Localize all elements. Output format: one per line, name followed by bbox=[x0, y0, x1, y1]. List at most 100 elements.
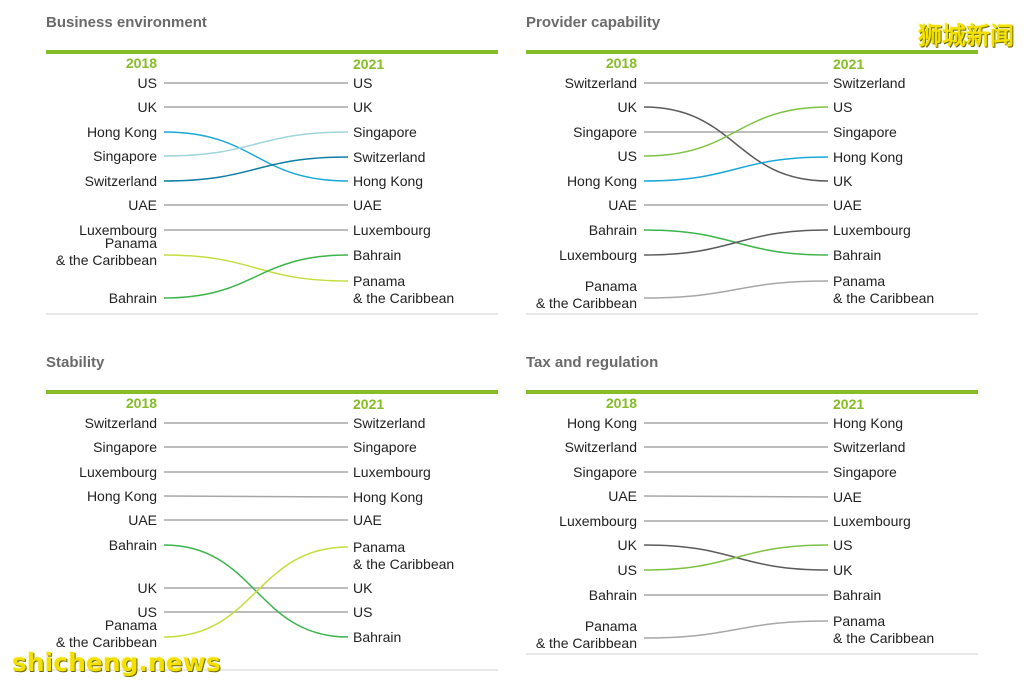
right-rank-label: Panama & the Caribbean bbox=[833, 273, 934, 306]
left-rank-label: UAE bbox=[128, 197, 157, 213]
right-rank-label: Panama & the Caribbean bbox=[833, 613, 934, 646]
slope-line bbox=[643, 280, 829, 299]
slope-line bbox=[163, 254, 349, 282]
left-rank-label: US bbox=[618, 148, 637, 164]
year-right-label: 2021 bbox=[353, 56, 384, 72]
right-rank-label: Hong Kong bbox=[833, 415, 903, 431]
year-left-label: 2018 bbox=[606, 395, 637, 411]
left-rank-label: Hong Kong bbox=[567, 415, 637, 431]
right-rank-label: US bbox=[353, 75, 372, 91]
left-rank-label: US bbox=[138, 75, 157, 91]
left-rank-label: Panama & the Caribbean bbox=[56, 235, 157, 268]
left-rank-label: Luxembourg bbox=[559, 513, 637, 529]
left-rank-label: Switzerland bbox=[565, 439, 637, 455]
slope-chart-business-environment: 2018 2021 US UK Hong Kong Singapore Switzerlan… bbox=[46, 50, 498, 315]
left-rank-label: Bahrain bbox=[109, 290, 157, 306]
slope-line bbox=[643, 495, 829, 498]
left-rank-label: UK bbox=[618, 99, 638, 115]
slope-line bbox=[643, 106, 829, 157]
right-rank-label: Luxembourg bbox=[833, 513, 911, 529]
right-rank-label: Bahrain bbox=[833, 587, 881, 603]
right-rank-label: Bahrain bbox=[353, 247, 401, 263]
left-rank-label: UAE bbox=[608, 488, 637, 504]
right-rank-label: Switzerland bbox=[353, 149, 425, 165]
left-rank-label: Hong Kong bbox=[87, 488, 157, 504]
right-rank-label: Luxembourg bbox=[353, 222, 431, 238]
right-rank-label: Hong Kong bbox=[353, 489, 423, 505]
right-rank-label: UK bbox=[833, 562, 853, 578]
panel-title: Tax and regulation bbox=[526, 354, 659, 371]
right-rank-label: US bbox=[833, 537, 852, 553]
right-rank-label: Bahrain bbox=[833, 247, 881, 263]
left-rank-label: UAE bbox=[128, 512, 157, 528]
slope-chart-stability: 2018 2021 Switzerland Singapore Luxembourg Ho… bbox=[46, 390, 498, 671]
right-rank-label: Singapore bbox=[833, 124, 897, 140]
slope-line bbox=[643, 620, 829, 639]
top-rule bbox=[46, 390, 498, 394]
right-rank-label: Singapore bbox=[833, 464, 897, 480]
year-left-label: 2018 bbox=[606, 55, 637, 71]
slope-line bbox=[163, 495, 349, 498]
left-rank-label: US bbox=[618, 562, 637, 578]
slope-line bbox=[643, 156, 829, 182]
watermark-chinese: 狮城新闻 bbox=[918, 22, 1014, 50]
left-rank-label: Switzerland bbox=[85, 173, 157, 189]
slope-line bbox=[163, 156, 349, 182]
year-left-label: 2018 bbox=[126, 395, 157, 411]
slope-line bbox=[643, 229, 829, 256]
top-rule bbox=[526, 390, 978, 394]
left-rank-label: US bbox=[138, 604, 157, 620]
left-rank-label: Singapore bbox=[93, 148, 157, 164]
panel-title: Business environment bbox=[46, 14, 207, 31]
year-right-label: 2021 bbox=[833, 396, 864, 412]
right-rank-label: UK bbox=[353, 580, 373, 596]
left-rank-label: Panama & the Caribbean bbox=[56, 617, 157, 650]
right-rank-label: Hong Kong bbox=[833, 149, 903, 165]
watermark-site: shicheng.news bbox=[12, 648, 221, 677]
right-rank-label: Bahrain bbox=[353, 629, 401, 645]
slope-chart-provider-capability: 2018 2021 Switzerland UK Singapore US Hong Kon… bbox=[526, 50, 978, 315]
top-rule bbox=[526, 50, 978, 54]
right-rank-label: UK bbox=[833, 173, 853, 189]
right-rank-label: Luxembourg bbox=[353, 464, 431, 480]
right-rank-label: Hong Kong bbox=[353, 173, 423, 189]
left-rank-label: Singapore bbox=[573, 124, 637, 140]
right-rank-label: Switzerland bbox=[833, 439, 905, 455]
left-rank-label: UK bbox=[618, 537, 638, 553]
right-rank-label: Singapore bbox=[353, 124, 417, 140]
left-rank-label: Switzerland bbox=[85, 415, 157, 431]
right-rank-label: UAE bbox=[353, 512, 382, 528]
right-rank-label: Panama & the Caribbean bbox=[353, 273, 454, 306]
left-rank-label: Panama & the Caribbean bbox=[536, 278, 637, 311]
slope-chart-tax-and-regulation: 2018 2021 Hong Kong Switzerland Singapore UAE… bbox=[526, 390, 978, 655]
right-rank-label: US bbox=[353, 604, 372, 620]
left-rank-label: Bahrain bbox=[109, 537, 157, 553]
left-rank-label: Hong Kong bbox=[87, 124, 157, 140]
panel-title: Stability bbox=[46, 354, 105, 371]
left-rank-label: UK bbox=[138, 99, 158, 115]
slope-line bbox=[643, 106, 829, 182]
slope-line bbox=[643, 544, 829, 571]
left-rank-label: Singapore bbox=[93, 439, 157, 455]
left-rank-label: Hong Kong bbox=[567, 173, 637, 189]
left-rank-label: Panama & the Caribbean bbox=[536, 618, 637, 651]
left-rank-label: Bahrain bbox=[589, 587, 637, 603]
slope-line bbox=[163, 254, 349, 299]
left-rank-label: UAE bbox=[608, 197, 637, 213]
left-rank-label: Luxembourg bbox=[79, 464, 157, 480]
right-rank-label: UK bbox=[353, 99, 373, 115]
right-rank-label: UAE bbox=[833, 489, 862, 505]
top-rule bbox=[46, 50, 498, 54]
left-rank-label: Luxembourg bbox=[559, 247, 637, 263]
year-right-label: 2021 bbox=[833, 56, 864, 72]
left-rank-label: Singapore bbox=[573, 464, 637, 480]
right-rank-label: Singapore bbox=[353, 439, 417, 455]
slope-line bbox=[163, 131, 349, 182]
slope-line bbox=[163, 131, 349, 157]
right-rank-label: Panama & the Caribbean bbox=[353, 539, 454, 572]
panel-title: Provider capability bbox=[526, 14, 661, 31]
left-rank-label: Luxembourg bbox=[79, 222, 157, 238]
right-rank-label: US bbox=[833, 99, 852, 115]
left-rank-label: Switzerland bbox=[565, 75, 637, 91]
right-rank-label: UAE bbox=[833, 197, 862, 213]
